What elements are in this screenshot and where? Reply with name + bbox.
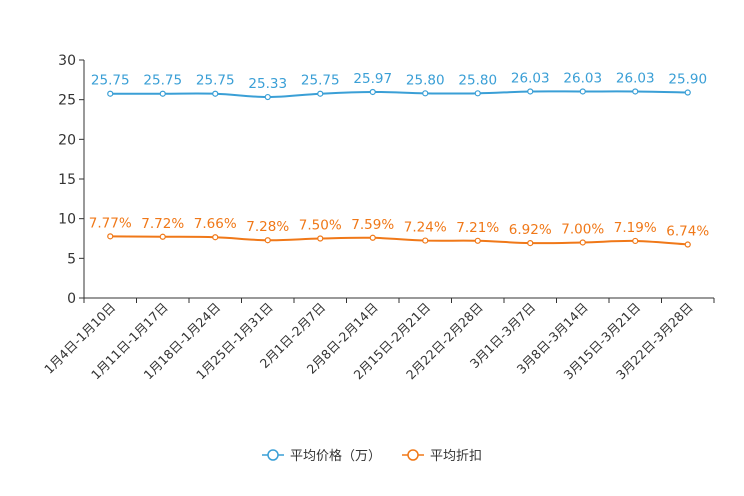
- data-label: 7.59%: [351, 217, 394, 233]
- series-2: 7.77% 7.72% 7.66% 7.28% 7.50% 7.59% 7.24% 7.21%…: [89, 215, 709, 248]
- legend-marker-icon: [267, 449, 279, 461]
- data-label: 26.03: [563, 70, 602, 86]
- data-point[interactable]: [579, 88, 586, 95]
- data-point[interactable]: [107, 90, 114, 97]
- data-point[interactable]: [212, 234, 219, 241]
- data-label: 25.75: [301, 73, 340, 89]
- y-tick-label: 5: [67, 251, 76, 267]
- data-label: 7.66%: [194, 216, 237, 232]
- data-point[interactable]: [264, 93, 271, 101]
- data-point[interactable]: [212, 90, 219, 97]
- y-axis: 0 5 10 15 20 25 30: [58, 53, 85, 307]
- data-point[interactable]: [684, 241, 691, 248]
- data-label: 7.77%: [89, 215, 132, 231]
- legend-label: 平均折扣: [430, 449, 482, 464]
- data-label: 25.90: [668, 72, 707, 88]
- data-point[interactable]: [527, 88, 534, 95]
- data-label: 25.33: [248, 76, 287, 92]
- data-label: 6.92%: [509, 222, 552, 238]
- data-point[interactable]: [422, 90, 429, 97]
- data-label: 7.21%: [456, 220, 499, 236]
- y-tick-label: 15: [58, 172, 76, 188]
- data-point[interactable]: [369, 88, 376, 96]
- data-point[interactable]: [474, 237, 481, 244]
- x-axis: 1月4日-1月10日1月11日-1月17日1月18日-1月24日1月25日-1月…: [41, 297, 715, 382]
- data-point[interactable]: [684, 89, 691, 96]
- data-label: 25.75: [143, 73, 182, 89]
- legend-marker-icon: [407, 449, 419, 461]
- data-point[interactable]: [422, 237, 429, 244]
- series-1: 25.75 25.75 25.75 25.33 25.75 25.97 25.80 25.80…: [91, 70, 707, 101]
- series-layer: 25.75 25.75 25.75 25.33 25.75 25.97 25.80 25.80…: [89, 70, 709, 248]
- data-label: 7.50%: [299, 218, 342, 234]
- data-label: 26.03: [511, 70, 550, 86]
- y-tick-label: 20: [58, 132, 76, 148]
- data-point[interactable]: [159, 233, 166, 240]
- y-tick-label: 0: [67, 291, 76, 307]
- y-tick-label: 30: [58, 53, 76, 69]
- data-point[interactable]: [159, 90, 166, 97]
- data-point[interactable]: [579, 239, 586, 246]
- data-point[interactable]: [369, 234, 376, 241]
- legend-label: 平均价格（万）: [290, 448, 381, 464]
- data-label: 25.80: [406, 72, 445, 88]
- data-label: 25.75: [196, 73, 235, 89]
- data-label: 25.80: [458, 72, 497, 88]
- legend-item-1[interactable]: 平均价格（万）: [262, 448, 381, 464]
- data-point[interactable]: [632, 88, 639, 95]
- y-tick-label: 10: [58, 212, 76, 228]
- data-point[interactable]: [474, 90, 481, 97]
- data-label: 7.28%: [246, 219, 289, 235]
- data-point[interactable]: [317, 90, 324, 97]
- data-point[interactable]: [107, 233, 114, 240]
- legend[interactable]: 平均价格（万） 平均折扣: [262, 448, 482, 464]
- data-point[interactable]: [632, 237, 639, 245]
- data-label: 25.97: [353, 71, 392, 87]
- data-point[interactable]: [527, 240, 534, 247]
- data-label: 7.72%: [141, 216, 184, 232]
- data-label: 7.00%: [561, 221, 604, 237]
- y-tick-label: 25: [58, 93, 76, 109]
- series-line: [110, 90, 688, 99]
- data-label: 7.19%: [614, 220, 657, 236]
- data-label: 26.03: [616, 70, 655, 86]
- legend-item-2[interactable]: 平均折扣: [402, 449, 482, 464]
- data-label: 6.74%: [666, 224, 709, 240]
- data-point[interactable]: [317, 235, 324, 242]
- data-point[interactable]: [264, 237, 271, 244]
- data-label: 25.75: [91, 73, 130, 89]
- series-line: [110, 235, 688, 246]
- data-label: 7.24%: [404, 220, 447, 236]
